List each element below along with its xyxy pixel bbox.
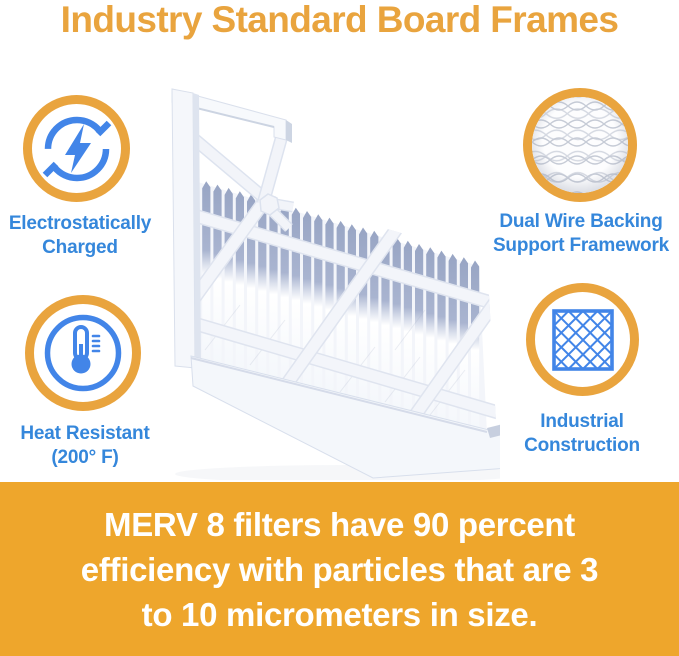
feature-label-dual-wire-backing: Dual Wire Backing Support Framework <box>492 210 670 257</box>
thermometer-glyph <box>44 314 122 392</box>
wire-mesh-texture <box>532 97 628 193</box>
feature-label-line: Industrial <box>540 411 624 432</box>
lightning-bolt-glyph <box>42 116 111 181</box>
air-filter-illustration <box>165 80 500 480</box>
page-title: Industry Standard Board Frames <box>60 0 619 40</box>
banner-line: MERV 8 filters have 90 percent <box>104 506 575 543</box>
banner: MERV 8 filters have 90 percent efficienc… <box>0 482 679 656</box>
banner-line: efficiency with particles that are 3 <box>80 551 599 588</box>
feature-label-line: Charged <box>42 236 118 258</box>
feature-label-line: Support Framework <box>492 234 670 256</box>
feature-label-line: Heat Resistant <box>20 423 150 444</box>
banner-line: to 10 micrometers in size. <box>141 596 538 633</box>
wire-mesh-photo-icon <box>523 88 637 202</box>
thermometer-icon <box>25 295 141 411</box>
feature-label-electrostatically-charged: Electrostatically Charged <box>0 212 163 259</box>
wire-grid-glyph <box>551 308 614 371</box>
feature-label-line: Construction <box>524 434 640 456</box>
feature-label-line: Electrostatically <box>8 213 152 234</box>
feature-label-industrial-construction: Industrial Construction <box>497 410 667 457</box>
feature-label-heat-resistant: Heat Resistant (200° F) <box>2 422 168 469</box>
feature-label-line: (200° F) <box>51 446 119 468</box>
wire-grid-icon <box>526 283 639 396</box>
lightning-bolt-icon <box>23 95 130 202</box>
feature-label-line: Dual Wire Backing <box>499 211 663 232</box>
